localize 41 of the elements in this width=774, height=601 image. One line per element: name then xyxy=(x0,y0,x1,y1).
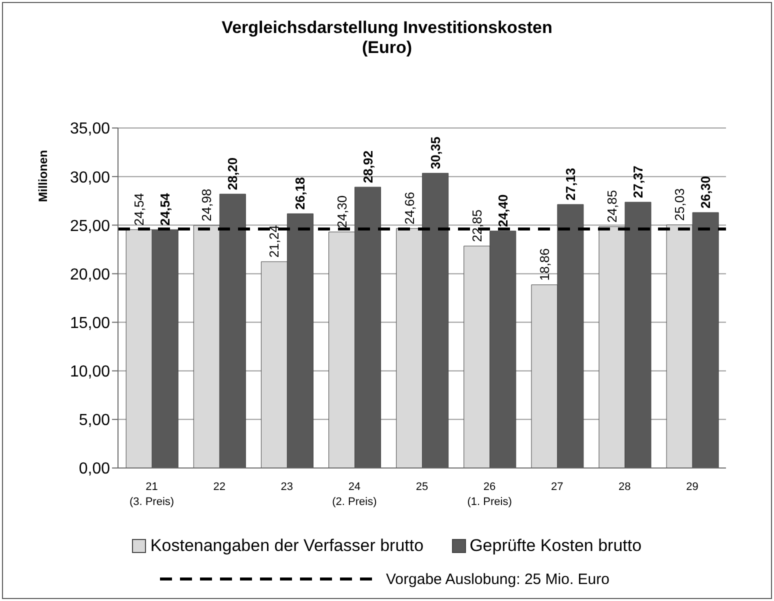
data-label: 28,92 xyxy=(360,150,376,184)
chart-title: Vergleichsdarstellung Investitionskosten xyxy=(220,18,554,38)
data-label: 25,03 xyxy=(672,188,688,221)
chart-subtitle: (Euro) xyxy=(360,38,414,58)
x-tick-label: 27 xyxy=(550,481,564,493)
y-tick-label: 35,00 xyxy=(70,120,110,138)
x-tick-label: 28 xyxy=(618,481,631,493)
data-label: 26,18 xyxy=(292,177,308,210)
data-label: 24,30 xyxy=(334,195,350,228)
data-label: 27,37 xyxy=(630,166,646,198)
data-label: 24,85 xyxy=(604,190,620,223)
x-tick-label: 21 (3. Preis) xyxy=(129,481,174,508)
x-tick-label: 26 (1. Preis) xyxy=(467,481,512,508)
data-label: 28,20 xyxy=(225,158,240,190)
y-tick-label: 5,00 xyxy=(78,412,110,430)
data-label: 21,24 xyxy=(266,225,282,258)
y-axis-title: Millionen xyxy=(36,150,50,202)
data-label: 24,54 xyxy=(158,192,173,226)
data-label: 27,13 xyxy=(562,168,578,200)
y-tick-label: 20,00 xyxy=(70,266,110,284)
data-label: 24,40 xyxy=(495,194,510,227)
data-label: 18,86 xyxy=(536,248,552,281)
x-tick-label: 23 xyxy=(280,481,294,493)
x-tick-label: 22 xyxy=(213,481,226,493)
y-tick-label: 25,00 xyxy=(70,218,110,235)
y-tick-label: 10,00 xyxy=(70,364,110,381)
data-label: 22,85 xyxy=(469,209,484,242)
data-label: 30,35 xyxy=(428,136,443,170)
legend-label: Geprüfte Kosten brutto xyxy=(470,536,642,556)
y-tick-label: 0,00 xyxy=(78,460,110,478)
x-tick-label: 24 (2. Preis) xyxy=(332,481,377,508)
data-label: 24,54 xyxy=(132,193,147,226)
y-tick-label: 15,00 xyxy=(70,314,110,332)
data-label: 24,66 xyxy=(402,192,417,224)
legend-label: Kostenangaben der Verfasser brutto xyxy=(150,536,424,556)
y-tick-label: 30,00 xyxy=(70,169,110,186)
x-tick-label: 29 xyxy=(686,481,698,493)
data-label: 24,98 xyxy=(199,188,214,222)
data-label: 26,30 xyxy=(698,176,714,209)
x-tick-label: 25 xyxy=(416,481,428,493)
legend-label: Vorgabe Auslobung: 25 Mio. Euro xyxy=(386,571,610,588)
